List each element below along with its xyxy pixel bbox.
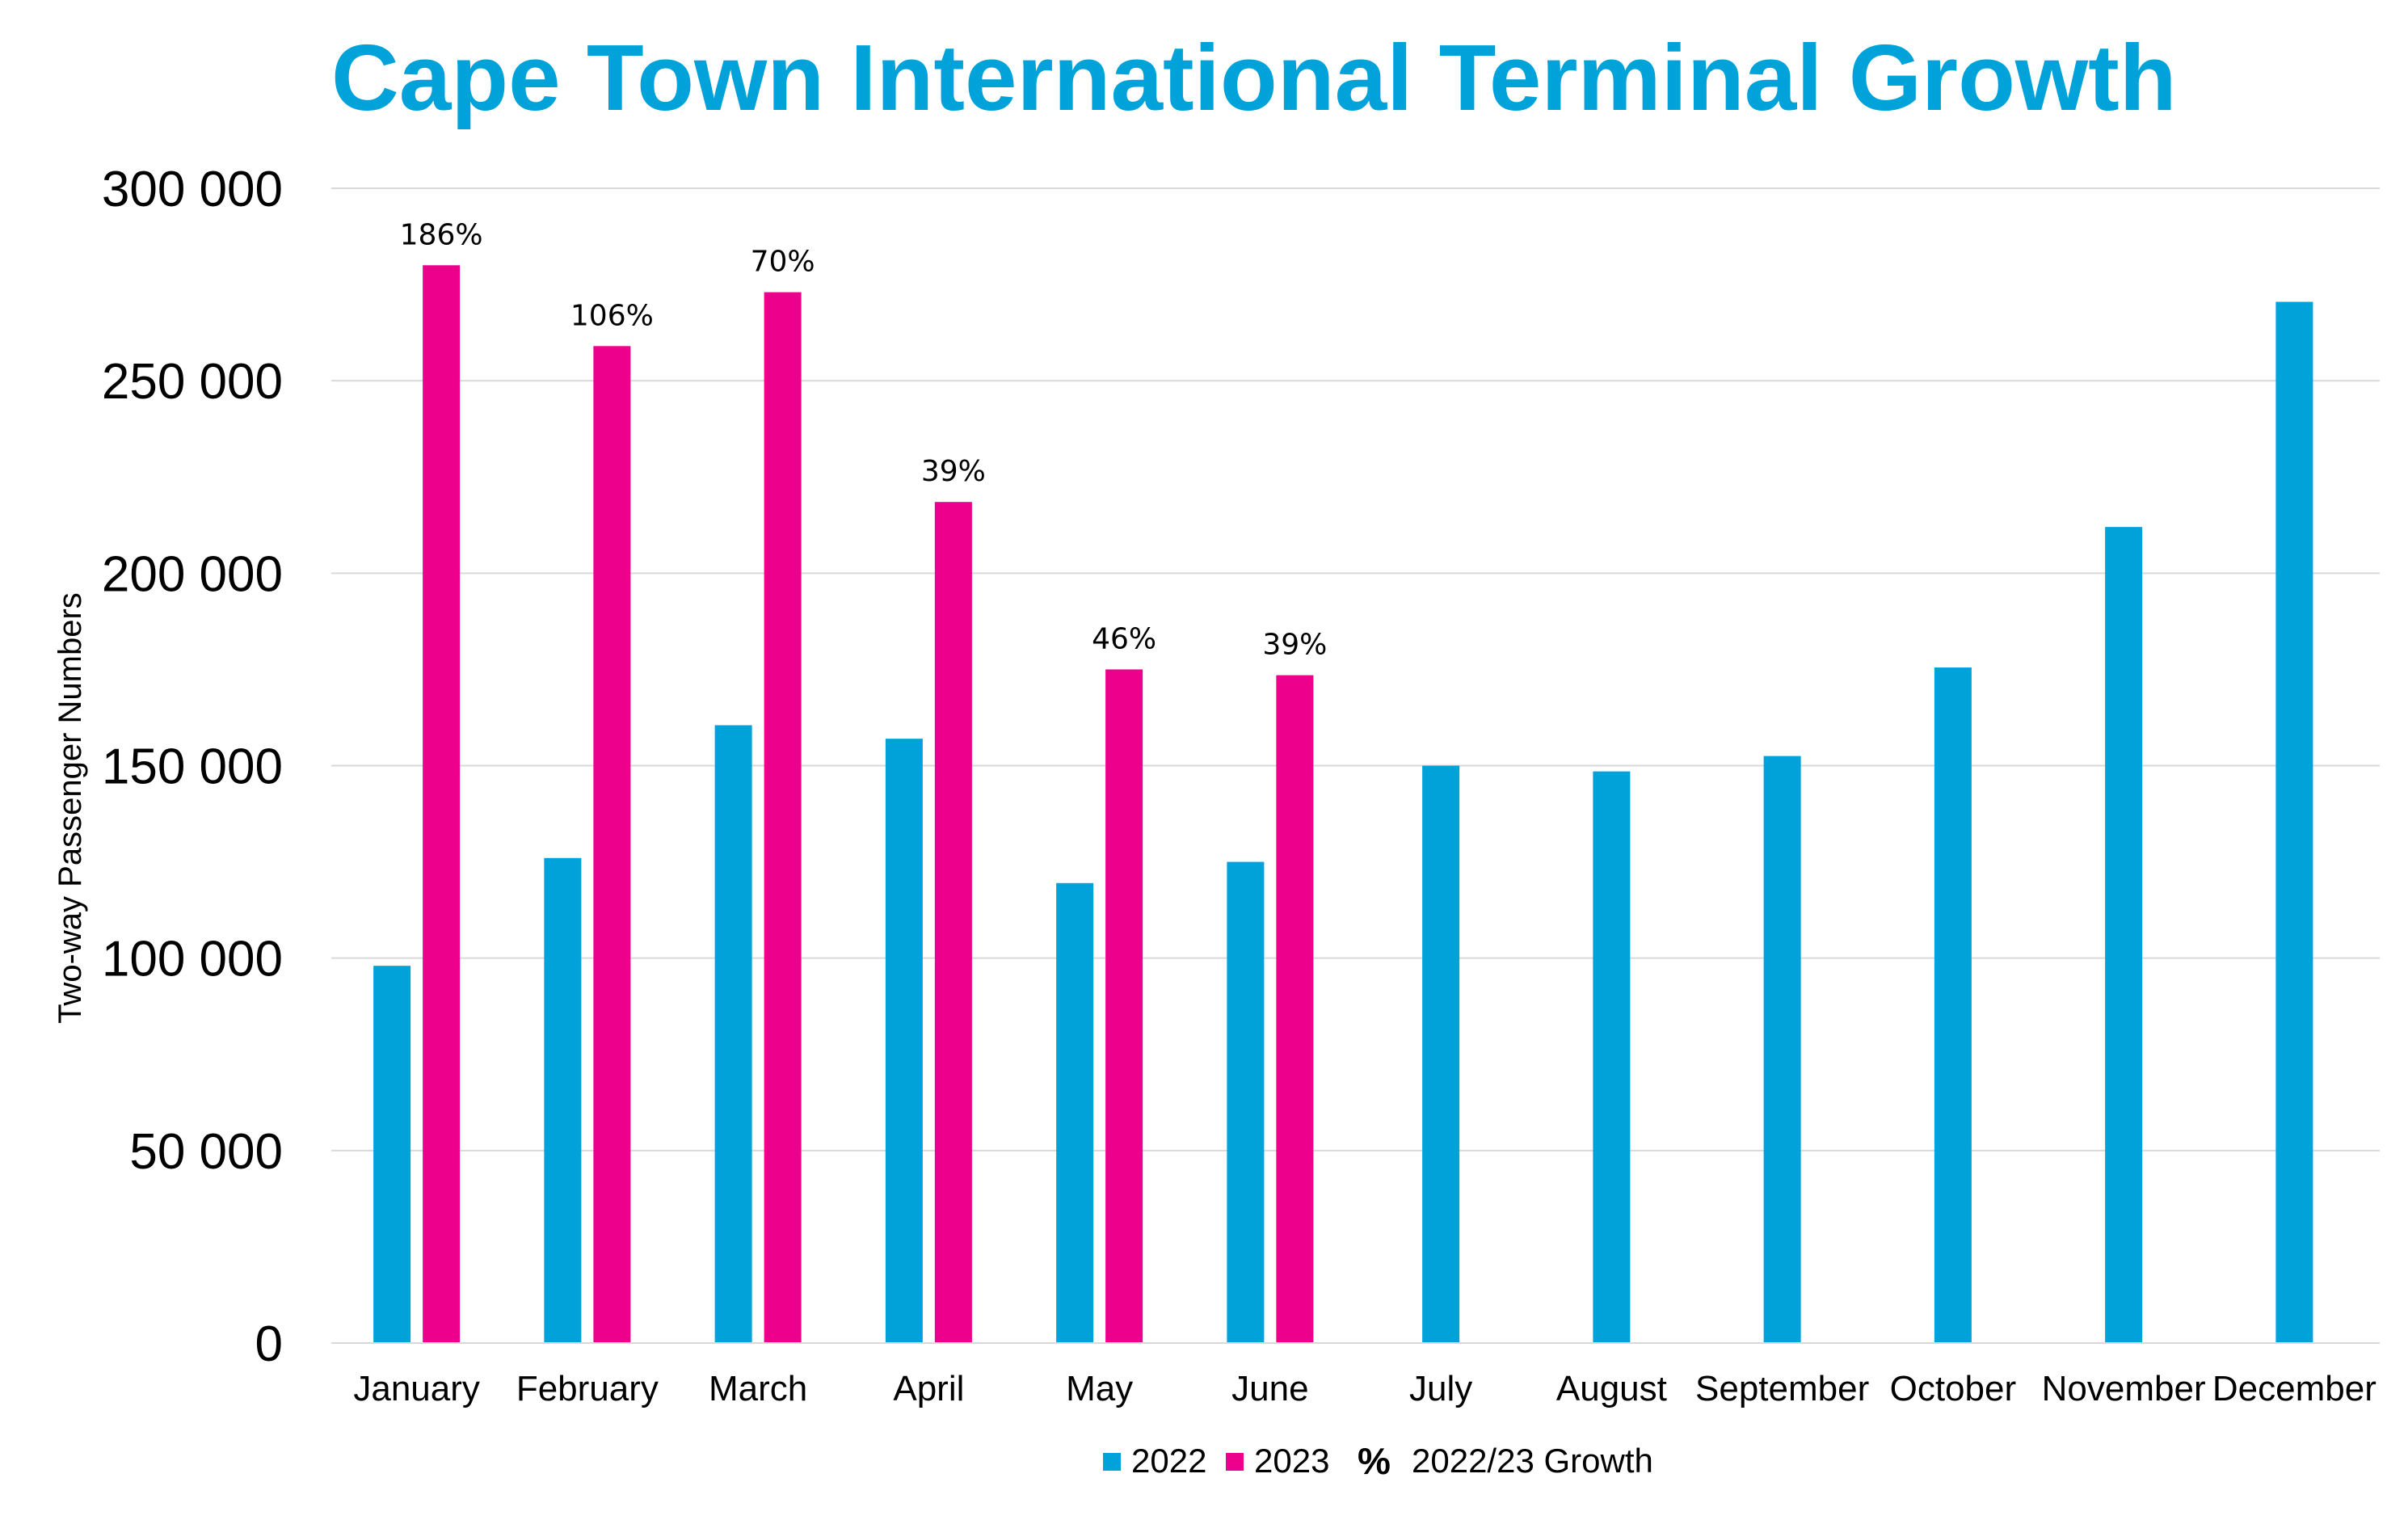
x-category-label: June bbox=[1231, 1369, 1308, 1408]
bar-2022-july bbox=[1422, 765, 1460, 1343]
bar-2022-december bbox=[2275, 301, 2313, 1344]
bars bbox=[373, 265, 2313, 1344]
bar-2023-may bbox=[1105, 669, 1143, 1343]
x-category-label: December bbox=[2212, 1369, 2376, 1408]
x-category-label: July bbox=[1409, 1369, 1472, 1408]
y-axis-ticks: 0 50 000 100 000 150 000 200 000 250 000 300 0… bbox=[102, 162, 283, 1372]
bar-2022-january bbox=[373, 966, 411, 1343]
bar-2022-may bbox=[1056, 882, 1094, 1343]
growth-label: 186% bbox=[400, 218, 483, 251]
bar-2022-april bbox=[885, 739, 923, 1343]
x-category-label: April bbox=[893, 1369, 964, 1408]
x-category-label: August bbox=[1556, 1369, 1667, 1408]
x-category-label: October bbox=[1890, 1369, 2017, 1408]
growth-label: 70% bbox=[751, 246, 815, 279]
x-category-label: March bbox=[709, 1369, 807, 1408]
y-tick-label: 250 000 bbox=[102, 354, 283, 410]
growth-labels: 186% 106% 70% 39% 46% 39% bbox=[400, 218, 1328, 661]
legend-swatch-2023 bbox=[1226, 1453, 1244, 1471]
gridlines bbox=[331, 187, 2380, 1152]
bar-2022-september bbox=[1763, 756, 1801, 1343]
bar-2023-january bbox=[423, 265, 461, 1344]
bar-2022-november bbox=[2105, 527, 2143, 1343]
x-category-label: November bbox=[2042, 1369, 2206, 1408]
y-tick-label: 0 bbox=[255, 1316, 283, 1372]
growth-label: 39% bbox=[1262, 629, 1327, 662]
bar-2023-february bbox=[593, 346, 631, 1344]
x-category-label: September bbox=[1695, 1369, 1869, 1408]
legend-label-2023: 2023 bbox=[1254, 1442, 1329, 1480]
chart-title: Cape Town International Terminal Growth bbox=[331, 25, 2177, 130]
legend-label-2022: 2022 bbox=[1131, 1442, 1206, 1480]
x-category-label: February bbox=[516, 1369, 659, 1408]
bar-2022-october bbox=[1934, 667, 1972, 1343]
bar-2022-june bbox=[1227, 861, 1265, 1343]
bar-2023-march bbox=[764, 292, 802, 1343]
y-tick-label: 100 000 bbox=[102, 932, 283, 987]
bar-2023-june bbox=[1276, 675, 1314, 1343]
y-tick-label: 200 000 bbox=[102, 546, 283, 602]
x-category-label: May bbox=[1066, 1369, 1133, 1408]
growth-label: 46% bbox=[1092, 622, 1156, 655]
legend-growth-symbol: % bbox=[1358, 1440, 1391, 1482]
bar-2022-august bbox=[1593, 771, 1631, 1343]
legend: 2022 2023 % 2022/23 Growth bbox=[1103, 1440, 1653, 1482]
y-axis-label: Two-way Passenger Numbers bbox=[53, 592, 88, 1024]
y-tick-label: 150 000 bbox=[102, 739, 283, 795]
x-axis-categories: January February March April May June July Augu… bbox=[353, 1369, 2376, 1408]
legend-swatch-2022 bbox=[1103, 1453, 1121, 1471]
bar-2022-march bbox=[714, 725, 752, 1343]
bar-2022-february bbox=[544, 857, 582, 1343]
bar-2023-april bbox=[934, 502, 972, 1343]
y-tick-label: 300 000 bbox=[102, 162, 283, 217]
y-tick-label: 50 000 bbox=[129, 1124, 283, 1180]
x-category-label: January bbox=[353, 1369, 480, 1408]
growth-label: 106% bbox=[570, 299, 654, 332]
legend-growth-label: 2022/23 Growth bbox=[1412, 1442, 1653, 1480]
growth-label: 39% bbox=[921, 455, 986, 488]
